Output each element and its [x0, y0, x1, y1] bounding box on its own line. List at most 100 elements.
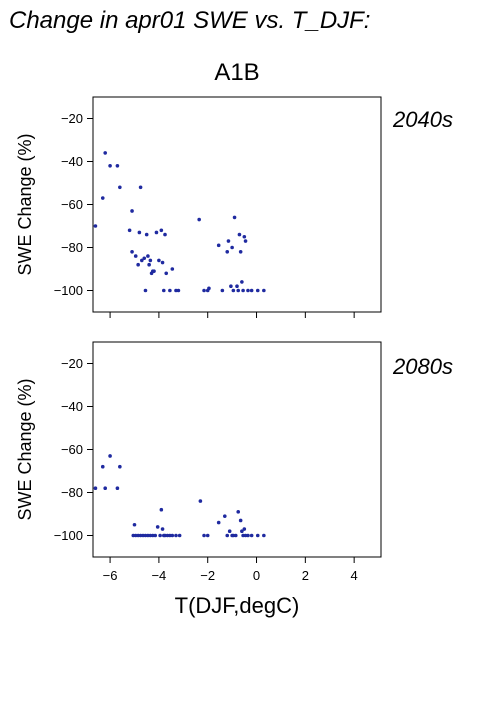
data-point-2040s	[176, 288, 181, 293]
data-point-2040s	[93, 224, 98, 228]
data-point-2080s	[100, 464, 105, 469]
data-point-2080s	[238, 518, 243, 523]
y-tick-label-2080s: −20	[61, 356, 83, 371]
data-point-2040s	[137, 230, 142, 235]
panel-2080s: 2080s SWE Change (%) −20−40−60−80−100 −6…	[15, 341, 453, 583]
data-point-2080s	[93, 486, 98, 491]
data-point-2040s	[163, 232, 167, 237]
data-point-2040s	[142, 256, 147, 261]
data-point-2040s	[103, 151, 108, 155]
data-point-2040s	[238, 250, 243, 254]
y-ticks-2040s: −20 −40 −60 −80 −100	[54, 111, 93, 298]
x-ticks-2080s: −6 −4 −2 0 2 4	[103, 557, 358, 583]
data-point-2080s	[222, 514, 227, 518]
data-point-2080s	[242, 527, 247, 531]
data-point-2040s	[144, 232, 149, 237]
data-point-2040s	[152, 269, 156, 273]
data-point-2040s	[220, 288, 225, 293]
data-point-2080s	[255, 533, 260, 538]
data-point-2080s	[158, 533, 162, 538]
data-point-2080s	[202, 533, 206, 538]
data-point-2040s	[108, 164, 112, 168]
x-tick-label-2080s: 0	[253, 568, 260, 583]
y-tick-label-2080s: −100	[54, 528, 83, 543]
x-tick-label-2080s: 2	[302, 568, 309, 583]
data-point-2040s	[246, 288, 250, 293]
data-point-2040s	[115, 164, 120, 168]
data-point-2040s	[133, 254, 138, 258]
data-point-2040s	[230, 245, 234, 250]
data-point-2040s	[136, 262, 140, 267]
data-point-2040s	[241, 288, 245, 293]
data-point-2040s	[231, 288, 236, 293]
y-ticks-2080s: −20 −40 −60 −80 −100	[54, 356, 93, 543]
data-point-2040s	[170, 267, 175, 271]
data-point-2040s	[235, 284, 239, 289]
data-point-2040s	[237, 232, 242, 237]
y-tick-label-2040s: −20	[61, 111, 83, 126]
data-point-2040s	[160, 260, 165, 265]
data-point-2080s	[240, 529, 244, 533]
data-point-2080s	[216, 520, 221, 525]
data-point-2040s	[229, 284, 233, 289]
data-point-2040s	[226, 239, 231, 243]
scenario-label: A1B	[214, 59, 259, 86]
data-point-2080s	[177, 533, 182, 538]
y-tick-label-2040s: −40	[61, 154, 83, 169]
data-point-2080s	[118, 464, 122, 469]
x-ticks-2040s	[109, 312, 355, 318]
data-point-2080s	[236, 510, 241, 514]
data-point-2040s	[143, 288, 148, 293]
data-point-2080s	[233, 533, 238, 538]
data-point-2080s	[246, 533, 250, 538]
plot-frame-2040s	[92, 96, 382, 313]
points-2080s	[93, 454, 266, 538]
data-point-2040s	[127, 228, 132, 233]
data-point-2080s	[103, 486, 108, 491]
data-point-2040s	[147, 262, 151, 267]
data-point-2040s	[207, 286, 211, 291]
data-point-2040s	[236, 288, 241, 293]
data-point-2080s	[108, 454, 112, 458]
data-point-2040s	[202, 288, 206, 293]
data-point-2080s	[115, 486, 120, 491]
data-point-2040s	[164, 271, 169, 276]
data-point-2040s	[161, 288, 166, 293]
data-point-2040s	[130, 209, 134, 213]
y-axis-label-2040s: SWE Change (%)	[15, 133, 35, 275]
data-point-2040s	[242, 234, 247, 239]
x-tick-label-2080s: −2	[200, 568, 215, 583]
y-tick-label-2040s: −60	[61, 197, 83, 212]
data-point-2040s	[159, 228, 164, 233]
data-point-2040s	[255, 288, 260, 293]
data-point-2080s	[160, 527, 165, 531]
x-tick-label-2080s: 4	[351, 568, 358, 583]
data-point-2040s	[140, 258, 144, 263]
data-point-2080s	[225, 533, 230, 538]
data-point-2080s	[262, 533, 266, 538]
y-tick-label-2040s: −80	[61, 240, 83, 255]
data-point-2080s	[227, 529, 232, 533]
x-tick-label-2080s: −6	[103, 568, 118, 583]
data-point-2080s	[249, 533, 254, 538]
data-point-2040s	[243, 239, 248, 243]
data-point-2080s	[159, 507, 164, 512]
data-point-2040s	[154, 230, 159, 235]
x-axis-label: T(DJF,degC)	[175, 593, 300, 618]
x-tick-label-2080s: −4	[151, 568, 166, 583]
points-2040s	[93, 151, 266, 293]
data-point-2040s	[197, 217, 201, 222]
data-point-2080s	[132, 522, 137, 527]
data-point-2040s	[100, 196, 105, 200]
data-point-2080s	[170, 533, 175, 538]
data-point-2040s	[240, 280, 244, 284]
data-point-2040s	[118, 185, 122, 190]
data-point-2040s	[157, 258, 161, 263]
figure-title: Change in apr01 SWE vs. T_DJF:	[9, 7, 370, 34]
data-point-2040s	[168, 288, 172, 293]
y-tick-label-2080s: −40	[61, 399, 83, 414]
data-point-2080s	[205, 533, 210, 538]
data-point-2040s	[138, 185, 143, 190]
data-point-2040s	[216, 243, 221, 248]
data-point-2080s	[155, 525, 160, 529]
